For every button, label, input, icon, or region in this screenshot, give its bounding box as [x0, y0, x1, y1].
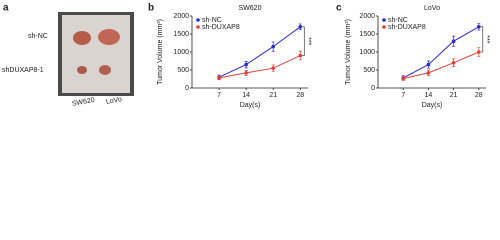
data-point: [451, 39, 456, 43]
x-tick-label: 28: [475, 92, 483, 99]
data-point: [298, 25, 303, 29]
panel-label: a: [3, 3, 9, 14]
series-line: [218, 55, 301, 79]
y-tick-label: 500: [363, 67, 375, 74]
data-point: [426, 71, 431, 75]
tumor: [99, 65, 111, 75]
panel-label: c: [336, 3, 342, 14]
y-tick-label: 1500: [359, 31, 375, 38]
legend-marker: [382, 25, 386, 29]
photo-plate: [62, 15, 130, 93]
x-tick-label: 7: [401, 92, 405, 99]
annotation: ***: [304, 37, 311, 45]
chart-title: SW620: [239, 5, 262, 12]
panel-label: b: [148, 3, 154, 14]
y-axis-label: Tumor Volume (mm³): [345, 19, 352, 85]
legend-label: sh-DUXAP8: [388, 24, 426, 31]
data-point: [401, 76, 406, 81]
y-tick-label: 500: [177, 67, 189, 74]
x-tick-label: 14: [425, 92, 433, 99]
legend-label: sh-NC: [388, 17, 408, 24]
data-point: [271, 66, 276, 70]
y-tick-label: 1000: [359, 49, 375, 56]
y-tick-label: 1500: [173, 31, 189, 38]
data-point: [217, 76, 221, 80]
legend-marker: [196, 18, 200, 22]
data-point: [451, 61, 456, 65]
figure: a sh-NC shDUXAP8-1 SW620 LoVo b SW620 Tumo…: [2, 3, 490, 109]
data-point: [477, 50, 481, 54]
data-point: [426, 62, 431, 67]
legend-marker: [196, 25, 200, 29]
x-tick-label: 7: [217, 92, 221, 99]
tumor: [77, 66, 87, 74]
column-label: LoVo: [105, 96, 122, 106]
y-tick-label: 1000: [173, 49, 189, 56]
x-tick-label: 28: [296, 92, 304, 99]
legend-label: sh-NC: [202, 17, 222, 24]
row-label: shDUXAP8-1: [2, 67, 44, 74]
x-tick-label: 21: [450, 92, 458, 99]
data-point: [244, 71, 248, 75]
y-axis-label: Tumor Volume (mm³): [157, 19, 164, 85]
x-tick-label: 21: [269, 92, 277, 99]
x-axis-label: Day(s): [422, 102, 443, 109]
y-tick-label: 2000: [173, 13, 189, 20]
data-point: [477, 25, 481, 29]
y-tick-label: 2000: [359, 13, 375, 20]
significance-bracket: [480, 26, 484, 53]
chart-title: LoVo: [424, 5, 440, 12]
y-tick-label: 0: [371, 85, 375, 92]
significance-bracket: [302, 26, 305, 56]
data-point: [244, 62, 248, 67]
series-line: [402, 26, 480, 79]
series-line: [403, 51, 479, 80]
row-label: sh-NC: [28, 33, 48, 40]
tumor: [73, 31, 91, 45]
tumor: [98, 29, 120, 45]
data-point: [298, 53, 303, 58]
data-point: [271, 44, 276, 49]
legend-marker: [382, 18, 386, 22]
x-tick-label: 14: [242, 92, 250, 99]
y-tick-label: 0: [185, 85, 189, 92]
column-label: SW620: [71, 97, 95, 108]
legend-label: sh-DUXAP8: [202, 24, 240, 31]
series-line: [218, 26, 301, 78]
annotation: ***: [483, 35, 490, 43]
x-axis-label: Day(s): [240, 102, 261, 109]
